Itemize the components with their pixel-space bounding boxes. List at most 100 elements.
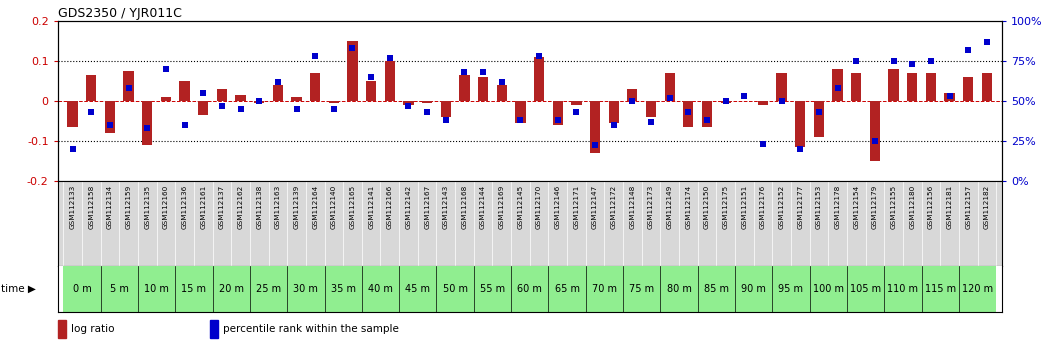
Bar (795, 101, 806, 147)
Text: GSM112156: GSM112156 (928, 185, 934, 229)
Text: 45 m: 45 m (405, 284, 430, 293)
Point (419, 109, 435, 115)
Point (550, 117, 566, 123)
Bar (757, 101, 768, 105)
Point (176, 122, 193, 128)
Text: GSM112143: GSM112143 (443, 185, 449, 229)
Text: GSM112171: GSM112171 (574, 185, 579, 229)
Point (363, 74, 380, 80)
Point (941, 93, 958, 99)
Point (885, 58, 902, 64)
Text: 95 m: 95 m (778, 284, 804, 293)
Text: GSM112172: GSM112172 (611, 185, 617, 229)
Bar (511, 266, 549, 312)
Point (456, 69, 473, 75)
Point (512, 117, 529, 123)
Point (325, 106, 342, 112)
Point (866, 138, 883, 144)
Text: GSM112165: GSM112165 (349, 185, 356, 229)
Text: GSM112163: GSM112163 (275, 185, 281, 229)
Bar (814, 101, 825, 137)
Point (382, 55, 399, 61)
Text: GSM112162: GSM112162 (237, 185, 243, 229)
Text: GSM112160: GSM112160 (163, 185, 169, 229)
Text: GSM112174: GSM112174 (685, 185, 691, 229)
Text: GSM112153: GSM112153 (816, 185, 822, 229)
Bar (58, 320, 66, 338)
Text: 115 m: 115 m (924, 284, 956, 293)
Text: 25 m: 25 m (256, 284, 281, 293)
Text: 80 m: 80 m (666, 284, 691, 293)
Text: GSM112151: GSM112151 (742, 185, 747, 229)
Bar (959, 266, 997, 312)
Text: GSM112177: GSM112177 (797, 185, 804, 229)
Point (475, 69, 492, 75)
Text: GSM112179: GSM112179 (872, 185, 878, 229)
Text: GDS2350 / YJR011C: GDS2350 / YJR011C (58, 7, 181, 20)
Text: GSM112149: GSM112149 (667, 185, 672, 229)
Point (904, 61, 921, 67)
Bar (847, 266, 884, 312)
Bar (665, 73, 675, 101)
Bar (623, 266, 661, 312)
Text: 65 m: 65 m (555, 284, 579, 293)
Point (437, 117, 454, 123)
Bar (385, 61, 394, 101)
Text: 85 m: 85 m (704, 284, 729, 293)
Bar (889, 69, 899, 101)
Point (960, 47, 977, 53)
Point (605, 122, 622, 128)
Text: GSM112142: GSM112142 (406, 185, 411, 229)
Text: GSM112180: GSM112180 (909, 185, 915, 229)
Point (811, 109, 828, 115)
Text: GSM112182: GSM112182 (984, 185, 990, 229)
Point (195, 90, 212, 96)
Point (624, 98, 641, 104)
Bar (590, 101, 600, 153)
Point (568, 109, 584, 115)
Bar (585, 266, 623, 312)
Text: GSM112176: GSM112176 (759, 185, 766, 229)
Text: GSM112154: GSM112154 (853, 185, 859, 229)
Point (138, 125, 155, 131)
Point (64, 146, 81, 152)
Bar (160, 97, 171, 101)
Bar (772, 266, 810, 312)
Bar (698, 266, 735, 312)
Text: time ▶: time ▶ (1, 284, 36, 293)
Text: GSM112161: GSM112161 (200, 185, 207, 229)
Point (270, 79, 286, 85)
Text: GSM112169: GSM112169 (498, 185, 505, 229)
Text: GSM112152: GSM112152 (778, 185, 785, 229)
Bar (137, 266, 175, 312)
Text: GSM112133: GSM112133 (69, 185, 76, 229)
Text: GSM112181: GSM112181 (946, 185, 952, 229)
Bar (105, 101, 115, 133)
Bar (422, 101, 432, 103)
Text: GSM112150: GSM112150 (704, 185, 710, 229)
Bar (459, 75, 470, 101)
Bar (474, 266, 511, 312)
Text: GSM112164: GSM112164 (313, 185, 318, 229)
Point (718, 98, 734, 104)
Text: GSM112167: GSM112167 (424, 185, 430, 229)
Text: 90 m: 90 m (742, 284, 766, 293)
Bar (179, 81, 190, 101)
Text: 10 m: 10 m (144, 284, 169, 293)
Text: 100 m: 100 m (813, 284, 843, 293)
Text: GSM112144: GSM112144 (480, 185, 486, 229)
Bar (963, 77, 973, 101)
Bar (661, 266, 698, 312)
Text: 60 m: 60 m (517, 284, 542, 293)
Point (232, 106, 249, 112)
Point (829, 85, 845, 91)
Bar (922, 266, 959, 312)
Text: 35 m: 35 m (330, 284, 356, 293)
Text: GSM112175: GSM112175 (723, 185, 729, 229)
Point (848, 58, 864, 64)
Point (102, 122, 119, 128)
Bar (721, 101, 731, 103)
Text: GSM112157: GSM112157 (965, 185, 971, 229)
Bar (124, 71, 133, 101)
Bar (907, 73, 918, 101)
